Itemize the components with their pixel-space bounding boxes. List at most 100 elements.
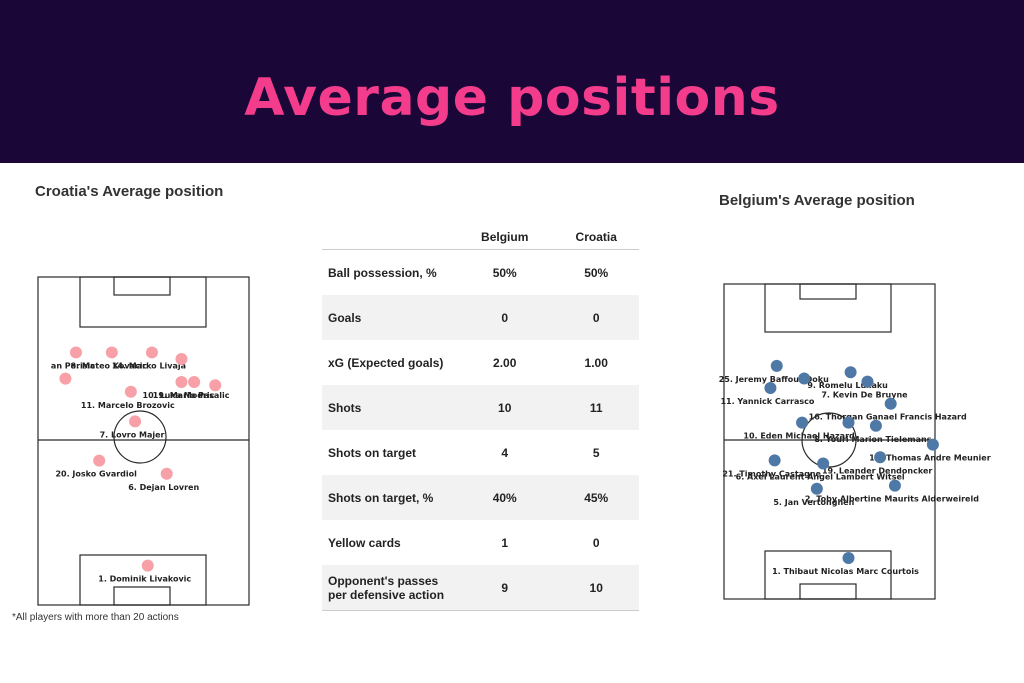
croatia-player-label: 6. Dejan Lovren — [128, 483, 199, 492]
belgium-player-marker — [842, 552, 855, 565]
croatia-player-marker — [105, 346, 118, 359]
croatia-player-marker — [188, 375, 201, 388]
belgium-player-label: 16. Thorgan Ganael Francis Hazard — [809, 413, 967, 422]
belgium-player-marker — [770, 359, 783, 372]
croatia-player-marker — [59, 372, 72, 385]
stats-metric: Shots on target — [328, 445, 417, 460]
croatia-player-label: 1. Dominik Livakovic — [98, 575, 191, 584]
croatia-top-goal-area — [113, 276, 171, 296]
croatia-player-label: 19. Mario Pasalic — [153, 391, 230, 400]
croatia-player-label: 7. Lovro Majer — [100, 430, 165, 439]
stats-metric: Shots — [322, 385, 456, 430]
croatia-chart-title: Croatia's Average position — [35, 183, 224, 200]
croatia-player-marker — [175, 375, 188, 388]
croatia-player-marker — [129, 415, 142, 428]
belgium-player-label: 7. Kevin De Bruyne — [821, 391, 908, 400]
stats-row: Shots 10 11 — [322, 385, 639, 430]
belgium-player-label: 8. Youri Marion Tielemans — [814, 435, 931, 444]
stats-row: xG (Expected goals) 2.00 1.00 — [322, 340, 639, 385]
stats-croatia-value: 0 — [553, 295, 639, 340]
belgium-player-marker — [798, 372, 811, 385]
belgium-top-goal-area — [799, 283, 857, 300]
croatia-bottom-goal-area — [113, 586, 171, 606]
belgium-player-marker — [764, 381, 777, 394]
stats-belgium-value: 50% — [492, 265, 517, 280]
croatia-player-marker — [124, 385, 137, 398]
stats-header-blank — [322, 225, 456, 250]
belgium-player-marker — [861, 375, 874, 388]
belgium-player-marker — [888, 479, 901, 492]
croatia-player-marker — [209, 379, 222, 392]
stats-belgium-value: 0 — [456, 295, 554, 340]
belgium-player-marker — [768, 454, 781, 467]
match-stats-table: Belgium Croatia Ball possession, % 50% 5… — [322, 225, 639, 611]
stats-row: Ball possession, % 50% 50% — [322, 250, 639, 296]
stats-metric: Opponent's passes per defensive action — [322, 565, 456, 611]
stats-metric: Goals — [322, 295, 456, 340]
belgium-bottom-goal-area — [799, 583, 857, 600]
stats-header-row: Belgium Croatia — [322, 225, 639, 250]
stats-belgium-value: 40% — [456, 475, 554, 520]
belgium-player-label: 10. Eden Michael Hazard — [743, 432, 855, 441]
stats-row: Shots on target, % 40% 45% — [322, 475, 639, 520]
belgium-player-label: 5. Jan Vertonghen — [773, 498, 854, 507]
stats-croatia-value: 45% — [553, 475, 639, 520]
stats-row: Goals 0 0 — [322, 295, 639, 340]
stats-row: Yellow cards 1 0 — [322, 520, 639, 565]
stats-row: Shots on target 4 5 — [322, 430, 639, 475]
stats-croatia-value: 10 — [553, 565, 639, 611]
belgium-player-label: 21. Timothy Castagne — [722, 469, 821, 478]
stats-header-croatia: Croatia — [553, 225, 639, 250]
croatia-player-label: 11. Marcelo Brozovic — [81, 401, 175, 410]
belgium-player-label: 25. Jeremy Baffour Doku — [719, 375, 829, 384]
croatia-player-label: 8. Mateo Kovacic — [71, 361, 148, 370]
croatia-player-marker — [141, 559, 154, 572]
stats-metric: xG (Expected goals) — [328, 355, 444, 370]
belgium-top-penalty-box — [764, 283, 892, 333]
stats-header-belgium: Belgium — [456, 225, 554, 250]
belgium-chart-title: Belgium's Average position — [719, 192, 915, 209]
belgium-center-circle — [801, 412, 857, 468]
footnote: *All players with more than 20 actions — [12, 612, 179, 623]
stats-croatia-value: 50% — [584, 265, 609, 280]
croatia-player-marker — [69, 346, 82, 359]
stats-belgium-value: 4 — [501, 445, 509, 460]
stats-croatia-value: 5 — [592, 445, 600, 460]
belgium-player-label: 9. Romelu Lukaku — [807, 381, 888, 390]
croatia-player-marker — [175, 353, 188, 365]
belgium-player-marker — [842, 416, 855, 429]
belgium-player-marker — [817, 457, 830, 470]
page-title: Average positions — [244, 68, 780, 128]
belgium-player-marker — [926, 438, 939, 451]
belgium-player-marker — [844, 366, 857, 379]
belgium-player-label: 2. Toby Albertine Maurits Alderweireld — [805, 495, 979, 504]
croatia-player-label: 10. Luka Modric — [143, 391, 215, 400]
belgium-player-marker — [874, 451, 887, 464]
header-banner: Average positions — [0, 0, 1024, 163]
belgium-player-marker — [884, 397, 897, 410]
stats-croatia-value: 0 — [592, 535, 600, 550]
stats-croatia-value: 11 — [553, 385, 639, 430]
belgium-player-marker — [869, 419, 882, 432]
belgium-player-label: 11. Yannick Carrasco — [720, 397, 814, 406]
stats-metric: Ball possession, % — [328, 265, 437, 280]
stats-belgium-value: 1 — [501, 535, 509, 550]
stats-metric: Yellow cards — [328, 535, 401, 550]
belgium-player-label: 19. Leander Dendoncker — [822, 466, 932, 475]
croatia-player-label: 20. Josko Gvardiol — [55, 470, 137, 479]
croatia-center-circle — [113, 410, 167, 464]
stats-belgium-value: 10 — [456, 385, 554, 430]
croatia-player-marker — [145, 346, 158, 359]
stats-belgium-value: 2.00 — [493, 355, 517, 370]
belgium-player-label: 15. Thomas Andre Meunier — [869, 454, 991, 463]
croatia-player-marker — [160, 467, 173, 480]
stats-belgium-value: 9 — [456, 565, 554, 611]
croatia-player-label: an Perisic — [51, 361, 95, 370]
stats-croatia-value: 1.00 — [584, 355, 608, 370]
belgium-player-marker — [810, 482, 823, 495]
belgium-player-label: 6. Axel Laurent Angel Lambert Witsel — [736, 473, 905, 482]
stats-metric: Shots on target, % — [322, 475, 456, 520]
croatia-player-label: 14. Marko Livaja — [112, 361, 186, 370]
